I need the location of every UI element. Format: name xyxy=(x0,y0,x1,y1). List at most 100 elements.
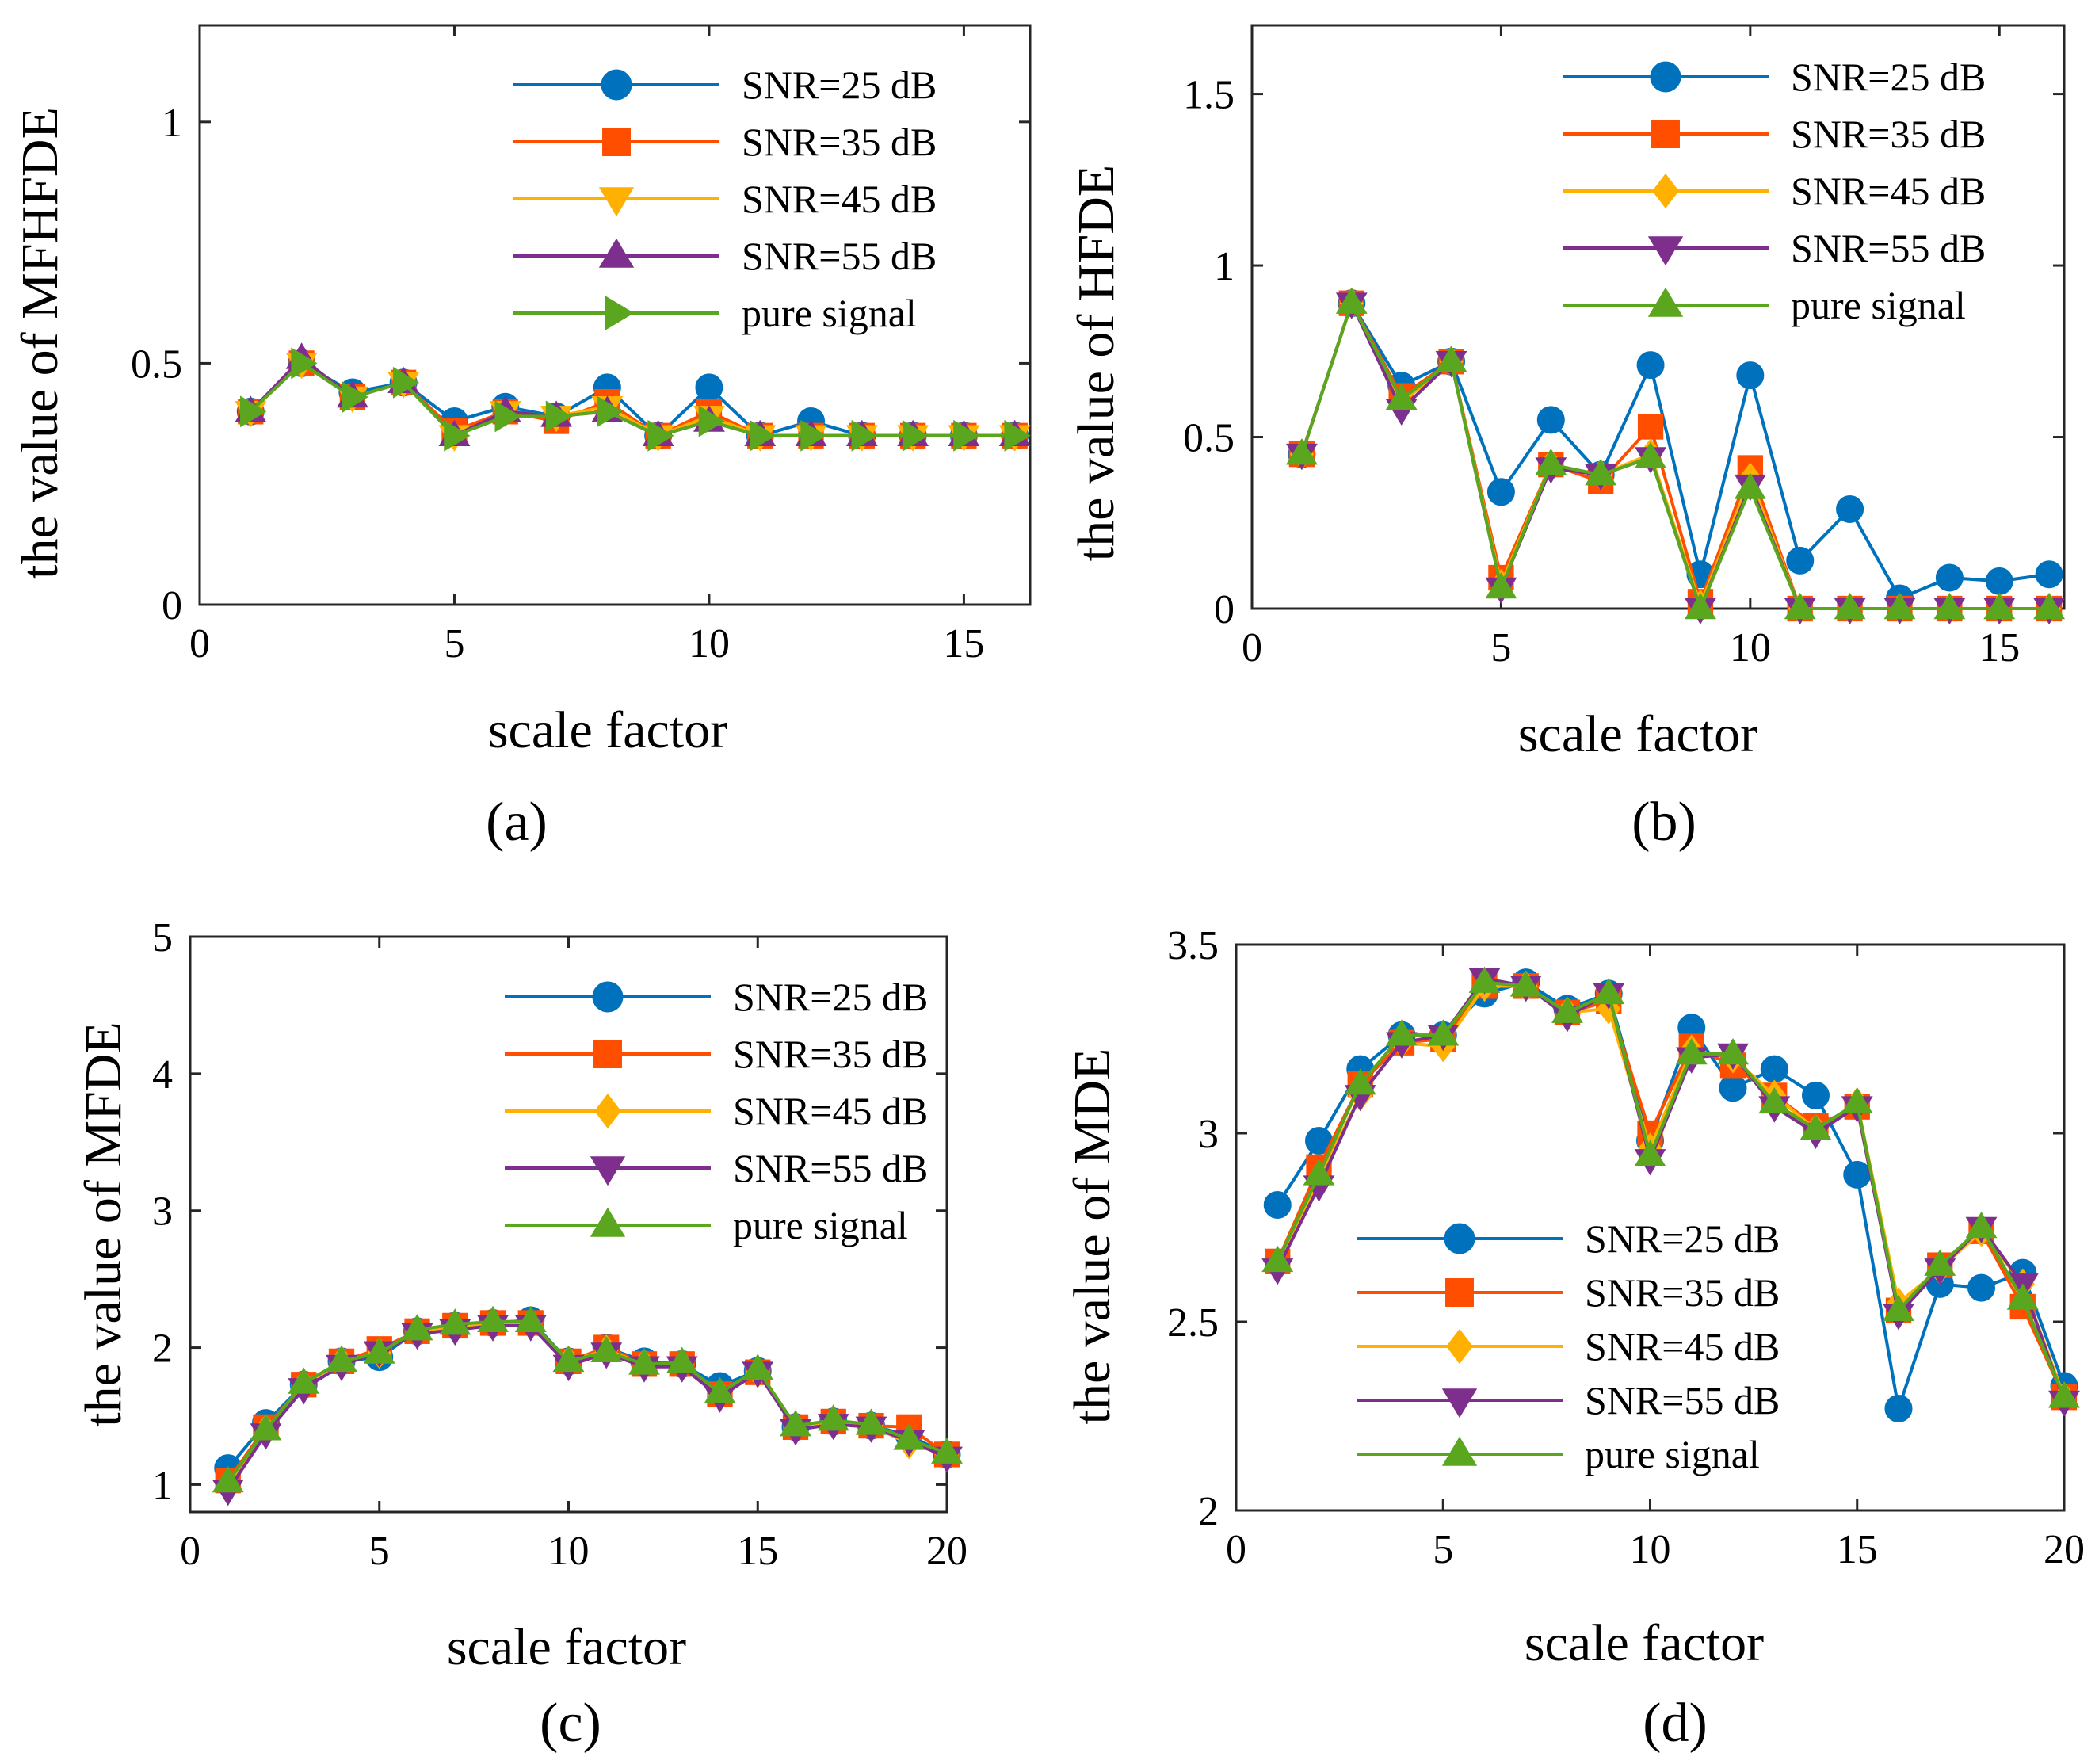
chart-a-legend-label: SNR=55 dB xyxy=(742,234,937,278)
chart-d-legend-label: SNR=45 dB xyxy=(1585,1324,1780,1369)
chart-b-legend-marker xyxy=(1651,120,1680,148)
chart-a-legend-marker xyxy=(605,295,635,331)
chart-b-legend-marker xyxy=(1647,236,1684,266)
chart-c-data-point xyxy=(817,1404,849,1431)
chart-d-data-point xyxy=(2006,1283,2039,1310)
chart-b-data-point xyxy=(1933,592,1966,620)
chart-d-data-point xyxy=(1883,1294,1914,1321)
chart-c-ytick-label: 2 xyxy=(152,1327,173,1372)
chart-c-data-point xyxy=(742,1354,774,1380)
chart-a-legend-label: pure signal xyxy=(742,291,917,335)
chart-a-legend-label: SNR=25 dB xyxy=(742,63,937,107)
chart-a-data-point xyxy=(698,405,725,437)
chart-panel-c: the value of MFDE scale factor (c) 0 5 10 1… xyxy=(74,915,967,1754)
chart-d-data-point xyxy=(1965,1211,1998,1239)
chart-c-legend-marker xyxy=(594,1093,621,1129)
chart-c-data-point xyxy=(590,1335,623,1363)
chart-d-data-point xyxy=(1924,1249,1956,1276)
chart-panel-d: the value of MDE scale factor (d) 0 5 10 15… xyxy=(1063,923,2085,1754)
chart-b-legend-marker xyxy=(1650,61,1681,93)
chart-b-data-point xyxy=(1385,383,1418,410)
chart-a-legend-label: SNR=45 dB xyxy=(742,177,937,221)
chart-a-data-point xyxy=(695,373,723,402)
chart-a-data-point xyxy=(444,419,471,452)
chart-c-data-point xyxy=(893,1423,925,1450)
chart-d-data-point xyxy=(1799,1113,1832,1140)
chart-b-ytick-label: 1 xyxy=(1214,244,1235,289)
chart-c-legend-label: SNR=25 dB xyxy=(733,975,928,1019)
chart-b-data-point xyxy=(1435,346,1467,372)
chart-b-panel-label: (b) xyxy=(1631,792,1696,853)
chart-a-legend-marker xyxy=(602,128,631,156)
chart-c-data-point xyxy=(250,1414,282,1441)
chart-c-legend-label: SNR=55 dB xyxy=(733,1146,928,1190)
chart-d-legend: SNR=25 dB SNR=35 dB SNR=45 dB SNR=55 dB pure… xyxy=(1357,1216,1780,1476)
chart-d-legend-label: pure signal xyxy=(1585,1432,1760,1476)
chart-b-data-point xyxy=(1535,449,1567,475)
chart-b-ytick-label: 0 xyxy=(1214,587,1235,632)
chart-a-legend-marker xyxy=(601,69,632,101)
chart-d-data-point xyxy=(1427,1019,1460,1046)
chart-d-data-point xyxy=(1717,1038,1749,1065)
chart-d-xtick-label: 10 xyxy=(1630,1527,1671,1572)
chart-a-data-point xyxy=(545,400,573,433)
chart-b-data-point xyxy=(1836,494,1864,523)
chart-a-ylabel: the value of MFHFDE xyxy=(11,107,69,579)
chart-d-ytick-label: 2 xyxy=(1198,1489,1219,1534)
chart-a-legend-label: SNR=35 dB xyxy=(742,120,937,164)
chart-a-xtick-label: 10 xyxy=(689,621,730,666)
chart-c-xlabel: scale factor xyxy=(447,1618,686,1676)
chart-c-legend-marker xyxy=(592,981,624,1013)
chart-a-data-point xyxy=(800,419,827,452)
chart-c-data-point xyxy=(439,1308,471,1335)
chart-d-data-point xyxy=(1468,966,1501,993)
chart-c-ytick-label: 4 xyxy=(152,1052,173,1098)
chart-b-xtick-label: 10 xyxy=(1730,625,1771,670)
chart-d-data-point xyxy=(1263,1190,1292,1219)
chart-d-legend-label: SNR=25 dB xyxy=(1585,1216,1780,1261)
chart-b-data-point xyxy=(1935,563,1964,592)
chart-c-data-point xyxy=(326,1345,357,1373)
chart-b-ytick-label: 0.5 xyxy=(1183,416,1235,461)
chart-d-data-point xyxy=(1261,1245,1294,1273)
chart-a-legend-marker xyxy=(598,238,635,268)
chart-a-data-point xyxy=(902,419,929,452)
chart-c-legend-label: SNR=45 dB xyxy=(733,1089,928,1133)
chart-b-xtick-label: 15 xyxy=(1979,625,2020,670)
chart-d-xtick-label: 5 xyxy=(1433,1527,1453,1572)
chart-d-data-point xyxy=(1884,1394,1913,1422)
chart-d-data-point xyxy=(1509,970,1542,997)
chart-c-legend-marker xyxy=(590,1207,626,1237)
chart-b-data-point xyxy=(1784,592,1816,620)
chart-d-legend-marker xyxy=(1445,1278,1474,1307)
chart-c-data-point xyxy=(514,1305,547,1332)
chart-d-legend-marker xyxy=(1444,1223,1475,1254)
chart-c-data-point xyxy=(666,1346,698,1373)
chart-b-legend-marker xyxy=(1647,287,1684,317)
chart-c-legend-label: pure signal xyxy=(733,1203,908,1247)
chart-d-data-point xyxy=(1634,1140,1666,1166)
chart-d-ytick-label: 3.5 xyxy=(1167,923,1219,968)
chart-b-legend-label: SNR=25 dB xyxy=(1791,55,1986,99)
chart-b-data-point xyxy=(2033,592,2066,620)
chart-c-legend: SNR=25 dB SNR=35 dB SNR=45 dB SNR=55 dB pure… xyxy=(505,975,928,1247)
chart-c-ytick-label: 5 xyxy=(152,915,173,960)
chart-d-xtick-label: 20 xyxy=(2044,1527,2085,1572)
chart-d-data-point xyxy=(1760,1055,1788,1083)
chart-a-data-point xyxy=(851,419,878,452)
chart-b-data-point xyxy=(1734,472,1766,499)
chart-d-legend-marker xyxy=(1446,1328,1473,1365)
chart-d-data-point xyxy=(1551,996,1583,1023)
chart-b-legend-marker xyxy=(1652,173,1679,209)
chart-a-data-point xyxy=(291,347,318,380)
chart-a-data-point xyxy=(647,419,674,452)
chart-b-data-point xyxy=(1883,592,1916,620)
chart-a-data-point xyxy=(953,419,980,452)
chart-panel-b: the value of HFDE scale factor (b) 0 5 10 1… xyxy=(1067,24,2066,853)
chart-b-legend: SNR=25 dB SNR=35 dB SNR=45 dB SNR=55 dB pure… xyxy=(1563,55,1986,327)
chart-a-data-point xyxy=(494,400,521,433)
chart-b-ytick-label: 1.5 xyxy=(1183,73,1235,118)
chart-b-ylabel: the value of HFDE xyxy=(1067,165,1125,561)
chart-b-data-point xyxy=(1636,351,1665,380)
